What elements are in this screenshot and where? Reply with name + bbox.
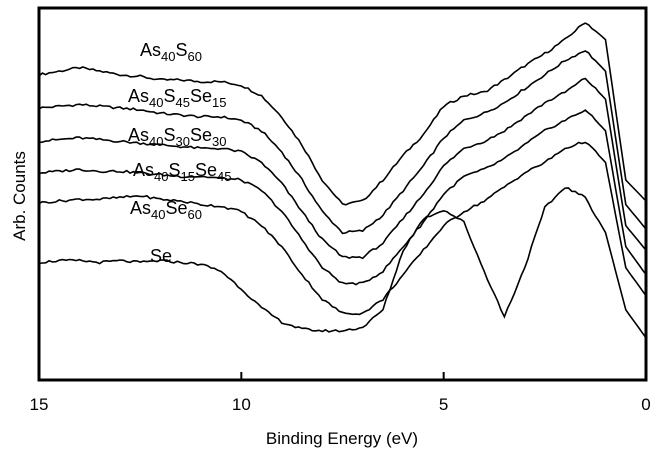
series-line-As40S15Se45 [38,109,647,286]
x-tick-label: 15 [30,395,49,414]
x-tick-label: 0 [641,395,650,414]
x-axis-title: Binding Energy (eV) [266,429,418,448]
series-label-As40S60: As40S60 [140,40,202,64]
series-label-As40S30Se30: As40S30Se30 [128,125,226,149]
series-line-As40S45Se15 [38,50,647,235]
series-line-As40Se60 [38,141,647,316]
plot-frame [37,6,648,382]
y-axis-title: Arb. Counts [10,151,29,241]
series-label-Se: Se [150,246,172,266]
series-label-As40S15Se45: As40S15Se45 [133,160,231,184]
x-axis-ticks [38,372,647,380]
series-line-Se [38,187,647,339]
x-tick-labels: 15 10 5 0 [30,395,651,414]
series-label-As40S45Se15: As40S45Se15 [128,86,226,110]
series-line-As40S60 [38,22,647,206]
series-line-As40S30Se30 [38,77,647,260]
x-tick-label: 10 [232,395,251,414]
series-label-As40Se60: As40Se60 [130,198,202,222]
series-labels: As40S60 As40S45Se15 As40S30Se30 As40S15Se45… [128,40,231,266]
series-lines [38,22,647,339]
x-tick-label: 5 [439,395,448,414]
